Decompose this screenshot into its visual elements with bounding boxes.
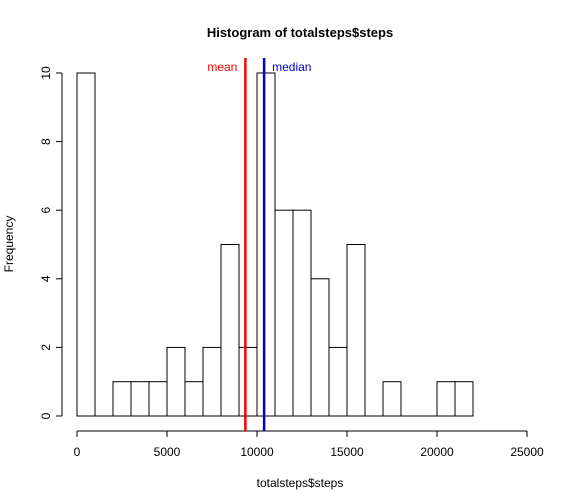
chart-title: Histogram of totalsteps$steps xyxy=(207,25,393,40)
histogram-bar-10 xyxy=(257,73,275,416)
histogram-bar-21 xyxy=(455,382,473,416)
histogram-bar-3 xyxy=(131,382,149,416)
x-tick-label: 0 xyxy=(74,445,81,459)
x-tick-label: 10000 xyxy=(240,445,274,459)
x-tick-label: 5000 xyxy=(154,445,181,459)
y-tick-label: 10 xyxy=(39,66,53,80)
histogram-bar-17 xyxy=(383,382,401,416)
histogram-bar-20 xyxy=(437,382,455,416)
y-tick-label: 6 xyxy=(39,207,53,214)
y-tick-label: 8 xyxy=(39,138,53,145)
histogram-bar-8 xyxy=(221,245,239,417)
histogram-bars xyxy=(77,73,473,416)
x-tick-label: 15000 xyxy=(330,445,364,459)
histogram-bar-0 xyxy=(77,73,95,416)
histogram-bar-2 xyxy=(113,382,131,416)
y-axis: 0 2 4 6 8 10 xyxy=(39,66,62,419)
x-tick-label: 20000 xyxy=(420,445,454,459)
histogram-bar-12 xyxy=(293,210,311,416)
histogram-bar-4 xyxy=(149,382,167,416)
histogram-bar-6 xyxy=(185,382,203,416)
histogram-bar-15 xyxy=(347,245,365,417)
x-axis-title: totalsteps$steps xyxy=(257,476,344,490)
histogram-bar-14 xyxy=(329,347,347,416)
mean-label: mean xyxy=(207,60,237,74)
histogram-bar-7 xyxy=(203,347,221,416)
histogram-bar-11 xyxy=(275,210,293,416)
y-tick-label: 2 xyxy=(39,344,53,351)
y-tick-label: 4 xyxy=(39,275,53,282)
histogram-bar-13 xyxy=(311,279,329,416)
histogram-bar-5 xyxy=(167,347,185,416)
y-tick-label: 0 xyxy=(39,412,53,419)
x-tick-label: 25000 xyxy=(510,445,544,459)
x-axis: 0 5000 10000 15000 20000 25000 xyxy=(74,431,544,459)
median-label: median xyxy=(272,60,311,74)
histogram-bar-9 xyxy=(239,347,257,416)
y-axis-title: Frequency xyxy=(2,216,16,273)
